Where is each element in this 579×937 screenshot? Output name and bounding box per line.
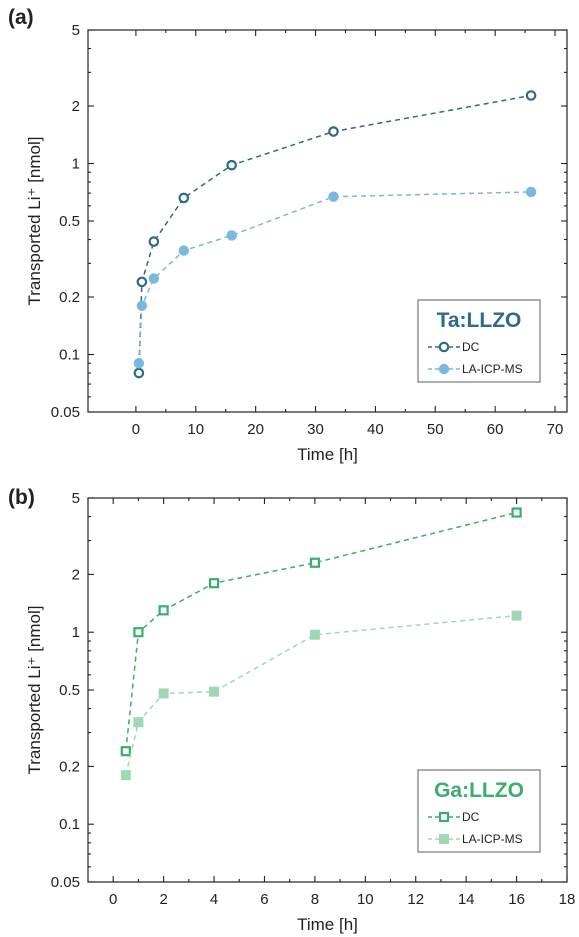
x-tick-label: 10: [357, 891, 374, 908]
data-point: [158, 605, 169, 616]
x-tick-label: 16: [508, 891, 525, 908]
data-point: [148, 236, 160, 247]
series-la-icp-ms: [120, 610, 522, 781]
data-point: [148, 273, 160, 284]
y-tick-label: 0.05: [51, 404, 80, 421]
legend-entry: DC: [462, 340, 480, 354]
series-dc: [120, 507, 522, 757]
data-point: [511, 610, 522, 621]
legend-title: Ta:LLZO: [437, 309, 522, 332]
x-tick-label: 14: [458, 891, 475, 908]
data-point: [120, 770, 131, 781]
data-point: [158, 688, 169, 699]
legend-marker: [438, 363, 450, 375]
data-point: [525, 186, 537, 198]
series-dc: [133, 90, 537, 379]
x-tick-label: 10: [187, 421, 204, 438]
y-tick-label: 1: [72, 624, 80, 641]
y-tick-label: 0.2: [59, 289, 80, 306]
legend-marker: [438, 811, 450, 823]
y-tick-label: 0.5: [59, 213, 80, 230]
legend-entry: LA-ICP-MS: [462, 362, 523, 376]
data-point: [309, 557, 320, 568]
panel-label: (b): [8, 486, 35, 509]
legend-entry: DC: [462, 810, 480, 824]
legend-marker: [439, 834, 449, 844]
data-point: [133, 717, 144, 728]
x-tick-label: 8: [311, 891, 319, 908]
y-tick-label: 0.1: [59, 816, 80, 833]
y-tick-label: 0.5: [59, 682, 80, 699]
x-tick-label: 4: [210, 891, 218, 908]
y-axis-title: Transported Li⁺ [nmol]: [25, 137, 44, 306]
x-tick-label: 0: [132, 421, 140, 438]
legend-entry: LA-ICP-MS: [462, 832, 523, 846]
x-tick-label: 0: [109, 891, 117, 908]
x-tick-label: 30: [307, 421, 324, 438]
legend: Ga:LLZO DC LA-ICP-MS: [417, 769, 541, 853]
x-tick-label: 18: [559, 891, 576, 908]
data-point: [178, 192, 190, 204]
data-point: [226, 230, 237, 241]
x-tick-label: 6: [260, 891, 268, 908]
series-line: [125, 511, 517, 752]
x-tick-label: 20: [247, 421, 264, 438]
data-point: [328, 191, 339, 202]
x-tick-label: 2: [159, 891, 167, 908]
y-tick-label: 2: [72, 98, 80, 115]
x-axis-title: Time [h]: [297, 445, 358, 464]
data-point: [133, 358, 145, 369]
x-axis-title: Time [h]: [297, 915, 358, 934]
series-la-icp-ms: [133, 186, 537, 369]
x-tick-label: 50: [427, 421, 444, 438]
data-point: [133, 627, 144, 638]
data-point: [226, 159, 237, 171]
data-point: [136, 300, 148, 311]
x-tick-label: 60: [487, 421, 504, 438]
data-point: [209, 686, 220, 697]
y-tick-label: 1: [72, 156, 80, 173]
panel-label: (a): [8, 6, 34, 29]
legend-title: Ga:LLZO: [434, 779, 524, 802]
data-point: [133, 367, 145, 379]
data-point: [328, 126, 339, 137]
data-point: [120, 746, 131, 757]
y-tick-label: 0.2: [59, 758, 80, 775]
data-point: [136, 276, 148, 288]
data-point: [178, 245, 189, 256]
y-tick-label: 5: [72, 490, 80, 507]
x-tick-label: 70: [547, 421, 564, 438]
data-point: [511, 507, 522, 518]
y-tick-label: 2: [72, 566, 80, 583]
x-tick-label: 40: [367, 421, 384, 438]
data-point: [525, 90, 537, 101]
series-line: [125, 614, 517, 776]
y-tick-label: 0.1: [59, 347, 80, 364]
y-tick-label: 0.05: [51, 874, 80, 891]
legend-marker: [438, 341, 450, 353]
data-point: [309, 629, 320, 640]
y-tick-label: 5: [72, 22, 80, 39]
data-point: [208, 578, 220, 589]
legend: Ta:LLZO DC LA-ICP-MS: [417, 299, 541, 383]
x-tick-label: 12: [407, 891, 424, 908]
y-axis-title: Transported Li⁺ [nmol]: [25, 606, 44, 775]
